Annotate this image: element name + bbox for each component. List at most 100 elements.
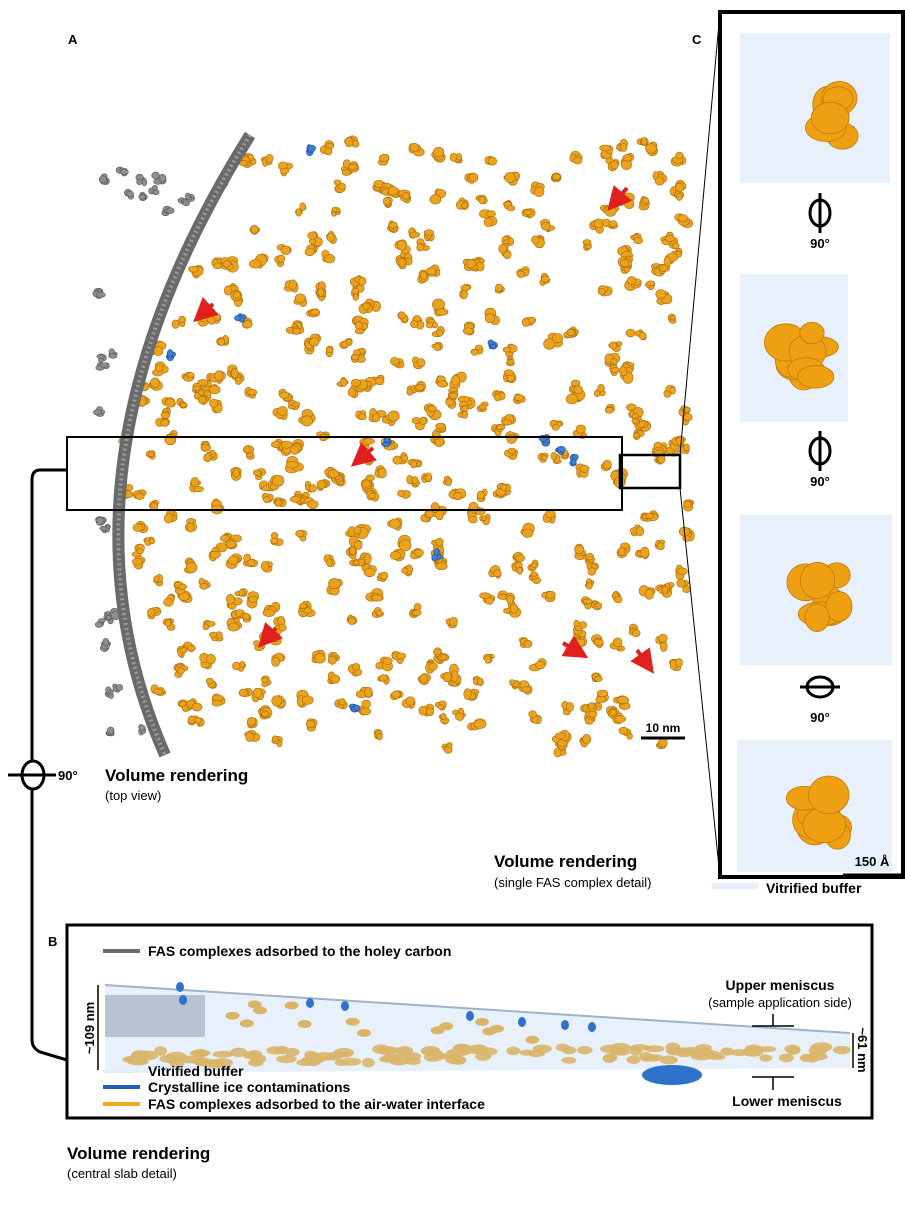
particle-lobe bbox=[324, 254, 334, 263]
particle-lobe bbox=[438, 704, 443, 709]
particle bbox=[96, 362, 110, 370]
particle-lobe bbox=[499, 244, 507, 253]
particle-lobe bbox=[576, 425, 586, 433]
particle bbox=[517, 267, 530, 278]
particle-lobe bbox=[226, 540, 236, 548]
upper-meniscus: Upper meniscus bbox=[726, 977, 835, 993]
particle bbox=[664, 253, 678, 266]
particle bbox=[208, 314, 221, 324]
particle-lobe bbox=[135, 493, 144, 499]
particle-lobe bbox=[281, 246, 290, 255]
particle-lobe bbox=[200, 583, 209, 589]
particle bbox=[243, 554, 257, 567]
particle bbox=[253, 641, 264, 651]
particle bbox=[449, 489, 466, 500]
particle-lobe bbox=[347, 339, 352, 345]
rotation-angle: 90° bbox=[810, 710, 830, 725]
caption-subtitle: (central slab detail) bbox=[67, 1166, 177, 1181]
particle-lobe bbox=[412, 477, 418, 484]
particle-lobe bbox=[469, 173, 477, 182]
particle bbox=[139, 725, 146, 736]
particle-lobe bbox=[369, 493, 376, 499]
particle-lobe bbox=[657, 543, 664, 550]
interface-particle bbox=[577, 1046, 593, 1054]
particle bbox=[93, 406, 104, 416]
particle-lobe bbox=[261, 678, 268, 683]
particle-lobe bbox=[209, 386, 220, 394]
particle bbox=[594, 384, 605, 396]
particle bbox=[106, 727, 114, 736]
particle bbox=[217, 335, 229, 345]
particle-lobe bbox=[488, 340, 494, 345]
particle-lobe bbox=[622, 196, 630, 203]
particle-lobe bbox=[646, 144, 657, 154]
particle bbox=[253, 469, 266, 480]
particle-lobe bbox=[215, 371, 223, 381]
particle bbox=[273, 498, 286, 507]
particle bbox=[324, 555, 335, 567]
particle-lobe bbox=[388, 411, 399, 421]
particle-lobe bbox=[99, 176, 106, 183]
particle-lobe bbox=[485, 314, 495, 323]
particle bbox=[506, 356, 514, 366]
particle-lobe bbox=[398, 312, 405, 319]
particle bbox=[591, 635, 603, 648]
interface-particle bbox=[423, 1049, 442, 1056]
particle-lobe bbox=[495, 284, 502, 291]
particle bbox=[531, 235, 544, 248]
particle bbox=[259, 705, 272, 717]
particle bbox=[465, 173, 478, 183]
particle bbox=[463, 322, 475, 335]
particle bbox=[598, 286, 612, 297]
particle-lobe bbox=[228, 623, 240, 631]
particle-lobe bbox=[262, 711, 269, 717]
particle bbox=[279, 389, 293, 402]
particle bbox=[95, 618, 105, 627]
particle-lobe bbox=[383, 658, 392, 665]
particle-lobe bbox=[301, 416, 312, 426]
particle-lobe bbox=[417, 243, 424, 251]
particle-lobe bbox=[379, 675, 388, 681]
particle bbox=[587, 703, 601, 712]
particle-lobe bbox=[447, 742, 452, 747]
particle-lobe bbox=[348, 164, 357, 170]
particle bbox=[602, 219, 618, 229]
particle bbox=[581, 597, 592, 610]
particle-lobe bbox=[662, 586, 668, 594]
particle bbox=[418, 673, 431, 684]
particle-lobe bbox=[670, 387, 676, 394]
upper-meniscus-note: (sample application side) bbox=[708, 995, 852, 1010]
particle-lobe bbox=[531, 563, 538, 568]
particle bbox=[538, 453, 548, 462]
particle-lobe bbox=[212, 700, 222, 706]
particle bbox=[456, 198, 468, 210]
particle bbox=[387, 221, 398, 233]
particle bbox=[503, 344, 517, 357]
interface-particle bbox=[674, 1047, 694, 1057]
particle-lobe bbox=[127, 191, 134, 197]
particle-lobe bbox=[249, 260, 261, 268]
particle-lobe bbox=[614, 596, 622, 603]
particle-lobe bbox=[481, 516, 486, 521]
particle-lobe bbox=[270, 538, 278, 544]
particle-lobe bbox=[359, 277, 366, 285]
particle bbox=[100, 638, 110, 651]
particle-lobe bbox=[574, 386, 583, 394]
particle bbox=[432, 342, 443, 351]
particle bbox=[625, 276, 642, 290]
particle-lobe bbox=[107, 727, 114, 734]
particle-lobe bbox=[524, 210, 533, 215]
particle bbox=[450, 153, 462, 163]
particle-lobe bbox=[290, 446, 299, 455]
particle-lobe bbox=[201, 444, 211, 451]
particle-lobe bbox=[378, 468, 386, 478]
particle bbox=[199, 578, 211, 589]
particle-lobe bbox=[552, 174, 560, 180]
particle bbox=[188, 265, 203, 278]
particle bbox=[295, 203, 306, 216]
particle-lobe bbox=[204, 454, 212, 462]
particle bbox=[300, 497, 318, 509]
particle-lobe bbox=[609, 221, 617, 227]
particle-lobe bbox=[345, 137, 353, 147]
particle bbox=[149, 185, 160, 195]
